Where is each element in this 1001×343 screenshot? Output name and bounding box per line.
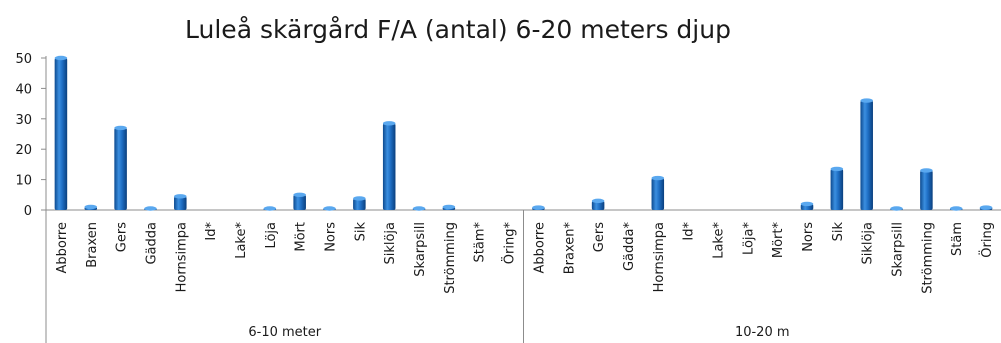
category-label: Gädda* xyxy=(622,222,637,272)
category-label: Braxen* xyxy=(562,222,577,275)
category-label: Lake* xyxy=(234,222,249,259)
category-label: Nors xyxy=(324,222,339,252)
category-label: Skarpsill xyxy=(891,222,906,277)
bar xyxy=(54,58,68,210)
bar-top xyxy=(800,201,814,207)
category-label: Skarpsill xyxy=(413,222,428,277)
category-label: Hornsimpa xyxy=(652,222,667,292)
bar xyxy=(353,198,366,210)
y-tick-label: 40 xyxy=(15,82,32,97)
bar xyxy=(293,194,306,210)
category-label: Id* xyxy=(204,222,219,241)
bar-top xyxy=(353,196,366,201)
category-label: Siklöja xyxy=(861,222,876,265)
category-label: Strömming xyxy=(443,222,458,294)
bar-top xyxy=(920,168,933,173)
bar-top xyxy=(979,205,993,210)
bar-top xyxy=(54,55,68,61)
bar-top xyxy=(323,206,336,211)
bar xyxy=(382,123,396,210)
category-label: Abborre xyxy=(532,222,547,274)
bar xyxy=(174,196,187,210)
bars xyxy=(54,55,993,211)
y-tick-label: 10 xyxy=(15,174,32,189)
chart-title: Luleå skärgård F/A (antal) 6-20 meters d… xyxy=(185,15,731,44)
category-label: Löja* xyxy=(741,222,756,256)
bar xyxy=(920,170,933,210)
category-label: Öring xyxy=(978,222,995,258)
bar xyxy=(591,200,605,210)
bar-top xyxy=(949,206,963,211)
category-label: Id* xyxy=(682,222,697,241)
bar-top xyxy=(591,198,605,204)
category-label: Sik xyxy=(353,222,368,242)
bar-top xyxy=(412,206,426,211)
bar-top xyxy=(830,166,844,172)
category-label: Mört xyxy=(294,222,309,252)
category-label: Stäm* xyxy=(473,222,488,263)
bar-top xyxy=(114,125,127,131)
category-label: Mört* xyxy=(771,222,786,259)
bar-top xyxy=(890,206,903,211)
category-label: Löja xyxy=(264,222,279,249)
category-label: Hornsimpa xyxy=(174,222,189,292)
bar-top xyxy=(84,204,98,210)
category-label: Gers xyxy=(592,222,607,252)
bar xyxy=(830,168,844,210)
bar-top xyxy=(293,192,306,197)
category-label: Sik xyxy=(831,222,846,242)
bar xyxy=(114,127,127,210)
group-label: 6-10 meter xyxy=(248,325,321,340)
category-label: Lake* xyxy=(711,222,726,259)
y-tick-label: 20 xyxy=(15,143,32,158)
bar-top xyxy=(532,205,545,210)
y-tick-label: 50 xyxy=(15,52,32,67)
category-label: Stäm xyxy=(950,222,965,256)
bar-top xyxy=(174,194,187,199)
bar-top xyxy=(442,204,456,210)
bar-top xyxy=(860,98,873,103)
bar-top xyxy=(263,206,277,211)
bar-top xyxy=(651,175,665,181)
bar xyxy=(651,178,665,210)
category-labels: Abborre Braxen Gers Gädda Hornsimpa Id* Lake* L… xyxy=(55,222,995,340)
category-label: Gers xyxy=(115,222,130,252)
y-tick-label: 0 xyxy=(24,204,32,219)
category-label: Nors xyxy=(801,222,816,252)
category-label: Abborre xyxy=(55,222,70,274)
category-label: Strömming xyxy=(920,222,935,294)
category-label: Öring* xyxy=(501,222,518,265)
bar-top xyxy=(382,121,396,126)
y-tick-label: 30 xyxy=(15,113,32,128)
category-label: Braxen xyxy=(85,222,100,268)
bar xyxy=(860,100,873,210)
group-label: 10-20 m xyxy=(735,325,790,340)
category-label: Gädda xyxy=(144,222,159,265)
category-label: Siklöja xyxy=(383,222,398,265)
bar-top xyxy=(144,206,157,211)
axes: 0 10 20 30 40 50 xyxy=(15,52,1001,343)
